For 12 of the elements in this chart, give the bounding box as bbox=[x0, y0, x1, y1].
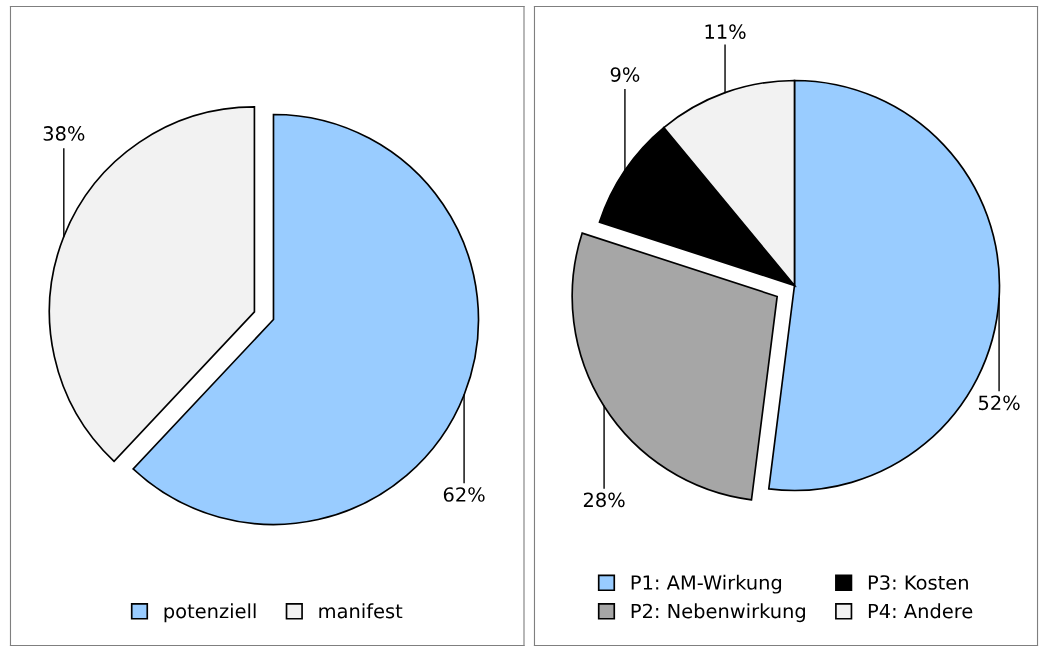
data-label: 52% bbox=[978, 395, 1020, 411]
data-label: 9% bbox=[610, 67, 640, 82]
legend-label: P4: Andere bbox=[868, 603, 973, 619]
legend-label: P1: AM-Wirkung bbox=[631, 574, 782, 594]
data-label: 11% bbox=[705, 24, 746, 39]
legend-label: manifest bbox=[319, 603, 403, 619]
legend-label: P3: Kosten bbox=[868, 575, 968, 590]
legend-label: potenziell bbox=[164, 603, 256, 623]
legend-label: P2: Nebenwirkung bbox=[631, 603, 805, 623]
data-label: 28% bbox=[583, 492, 625, 508]
data-label: 38% bbox=[43, 126, 85, 141]
data-label: 62% bbox=[443, 487, 485, 502]
